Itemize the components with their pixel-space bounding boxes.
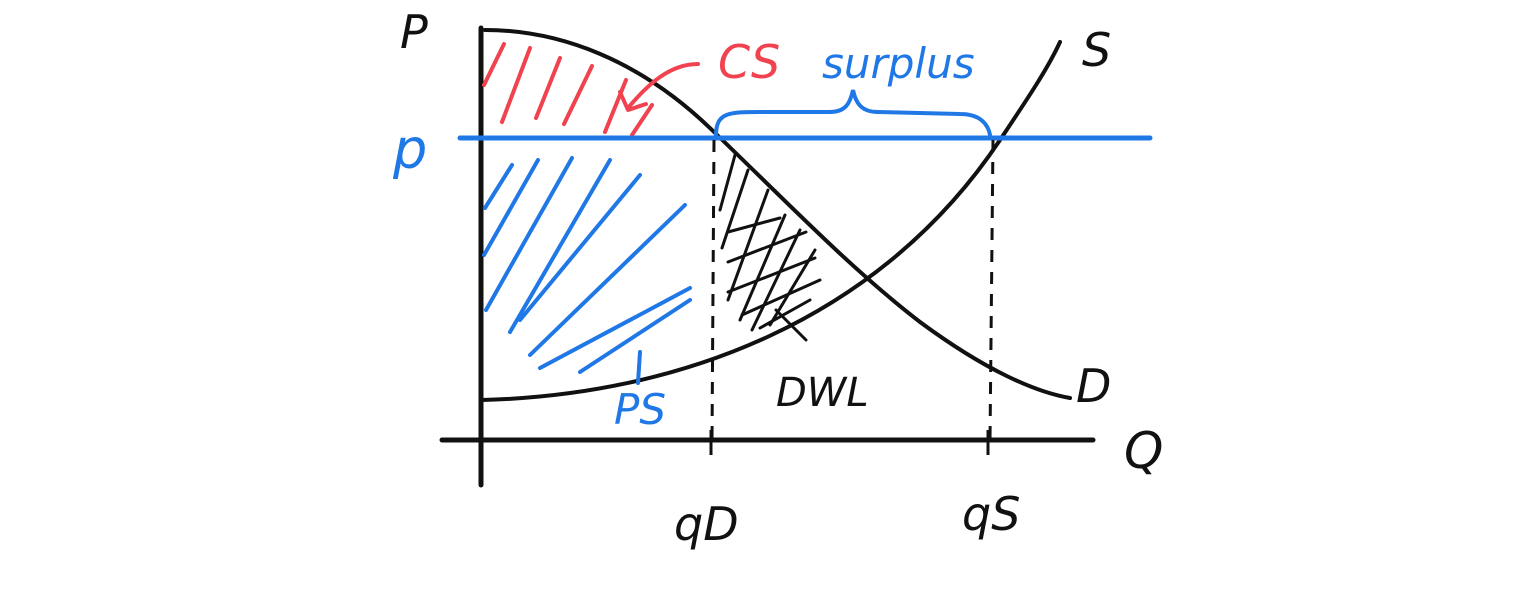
qd-label: qD — [674, 497, 739, 551]
consumer-surplus-label: CS — [718, 35, 780, 89]
ps-pointer-line — [636, 350, 642, 385]
qs-dashed-line — [988, 139, 995, 441]
producer-surplus-hatching — [482, 156, 692, 374]
deadweight-loss-label: DWL — [776, 370, 869, 416]
qd-dashed-line — [710, 139, 716, 441]
consumer-surplus-hatching — [482, 42, 654, 137]
price-axis-label: P — [400, 5, 428, 59]
cs-pointer-arrow — [626, 62, 700, 110]
supply-curve — [480, 40, 1062, 402]
price-floor-label: p — [392, 118, 427, 181]
surplus-brace — [714, 89, 992, 137]
demand-curve — [483, 28, 1072, 400]
qs-label: qS — [962, 487, 1020, 541]
producer-surplus-label: PS — [614, 385, 666, 434]
demand-curve-label: D — [1076, 359, 1111, 413]
deadweight-loss-hatching — [718, 153, 822, 342]
cs-pointer-arrowhead — [618, 90, 648, 112]
surplus-label: surplus — [822, 39, 975, 88]
quantity-axis-label: Q — [1124, 422, 1163, 480]
supply-curve-label: S — [1082, 23, 1111, 77]
